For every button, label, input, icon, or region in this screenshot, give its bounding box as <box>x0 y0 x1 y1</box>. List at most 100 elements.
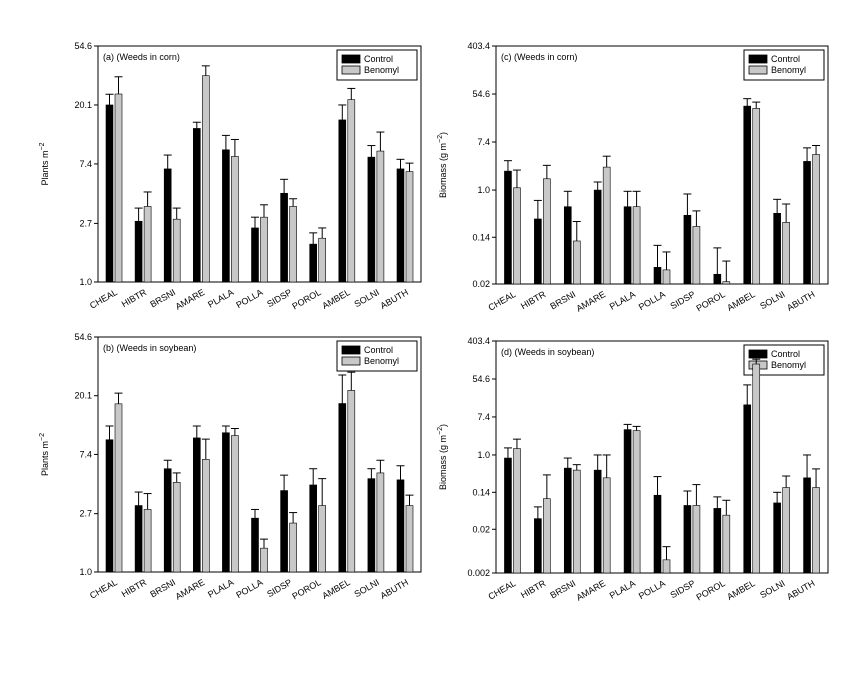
bar-control-solni <box>367 156 376 283</box>
category-label: CHEAL <box>486 578 517 602</box>
bar-benomyl-porol <box>722 514 731 574</box>
category-label: HIBTR <box>519 289 548 311</box>
bar-control-ambel <box>338 403 347 573</box>
bar-control-cheal <box>105 104 114 283</box>
bar-control-amare <box>193 437 201 573</box>
category-label: SOLNI <box>353 287 381 309</box>
category-label: PLALA <box>608 578 637 601</box>
bar-control-polla <box>251 227 259 283</box>
bar-benomyl-brsni <box>172 218 181 283</box>
y-tick-label: 403.4 <box>467 336 490 346</box>
y-tick-label: 7.4 <box>477 412 490 422</box>
category-label: ABUTH <box>379 577 410 601</box>
bar-benomyl-ambel <box>347 99 356 283</box>
category-label: ABUTH <box>785 578 816 602</box>
bar-control-sidsp <box>683 214 692 285</box>
legend-swatch-control <box>748 54 768 64</box>
category-label: CHEAL <box>88 577 119 601</box>
bar-control-ambel <box>338 119 347 283</box>
bar-benomyl-amare <box>202 75 210 283</box>
bar-control-hibtr <box>134 505 143 573</box>
legend-label-control: Control <box>364 345 393 355</box>
y-tick-label: 2.7 <box>79 509 92 519</box>
bar-benomyl-abuth <box>405 505 414 573</box>
category-label: SOLNI <box>353 577 381 599</box>
bar-control-ambel <box>743 105 752 285</box>
category-label: CHEAL <box>486 289 517 313</box>
category-label: BRSNI <box>548 289 577 311</box>
bar-control-sidsp <box>280 490 288 573</box>
category-label: SIDSP <box>265 287 293 309</box>
bar-control-abuth <box>803 161 811 285</box>
legend-swatch-benomyl <box>748 65 768 75</box>
bar-benomyl-polla <box>260 547 268 573</box>
bar-benomyl-sidsp <box>289 522 297 573</box>
legend-label-benomyl: Benomyl <box>771 65 806 75</box>
category-label: PLALA <box>206 287 235 310</box>
y-axis-title: Plants m−2 <box>39 142 50 185</box>
y-tick-label: 1.0 <box>79 277 92 287</box>
panel-title: (b) (Weeds in soybean) <box>103 343 196 353</box>
bar-control-polla <box>251 517 259 573</box>
panel-d: 0.002 0.02 0.14 1.0 7.4 54.6 403.4 Biomass (g m… <box>437 336 829 603</box>
y-tick-label: 0.002 <box>467 568 490 578</box>
bar-control-brsni <box>563 467 572 574</box>
bar-control-ambel <box>743 404 752 574</box>
category-label: BRSNI <box>548 578 577 600</box>
panel-title: (a) (Weeds in corn) <box>103 52 180 62</box>
bar-control-plala <box>222 432 230 573</box>
bar-control-sidsp <box>280 192 288 283</box>
category-label: AMBEL <box>320 287 351 311</box>
bar-benomyl-brsni <box>572 240 581 285</box>
category-label: AMBEL <box>320 577 351 601</box>
y-tick-label: 20.1 <box>74 100 92 110</box>
bar-benomyl-cheal <box>513 187 521 285</box>
category-label: SIDSP <box>265 577 293 599</box>
category-label: POROL <box>695 578 727 602</box>
bar-control-sidsp <box>683 505 692 574</box>
panel-b: 1.0 2.7 7.4 20.1 54.6 Plants m−2 (b) (Weeds in… <box>39 332 422 602</box>
bar-benomyl-abuth <box>812 154 820 285</box>
category-label: POLLA <box>637 578 667 601</box>
panel-a: 1.0 2.7 7.4 20.1 54.6 Plants m−2 (a) (Weeds in… <box>39 41 422 312</box>
category-label: AMBEL <box>725 578 756 602</box>
bar-benomyl-hibtr <box>543 178 551 285</box>
legend-label-control: Control <box>771 349 800 359</box>
category-label: POLLA <box>234 287 264 310</box>
bar-benomyl-solni <box>376 150 385 283</box>
panel-c: 0.02 0.14 1.0 7.4 54.6 403.4 Biomass (g m−2) (c… <box>437 41 829 314</box>
legend-swatch-benomyl <box>341 65 361 75</box>
bar-benomyl-porol <box>318 505 326 573</box>
bar-benomyl-polla <box>662 559 671 574</box>
bar-control-solni <box>773 212 781 285</box>
bar-control-solni <box>773 502 781 574</box>
bar-control-porol <box>309 484 317 573</box>
bar-control-hibtr <box>534 518 542 574</box>
y-axis-title: Plants m−2 <box>39 433 50 476</box>
y-tick-label: 54.6 <box>472 89 490 99</box>
y-tick-label: 403.4 <box>467 41 490 51</box>
category-label: ABUTH <box>379 287 410 311</box>
bar-benomyl-brsni <box>572 469 581 574</box>
y-tick-label: 0.14 <box>472 232 490 242</box>
y-tick-label: 54.6 <box>472 374 490 384</box>
bar-control-cheal <box>504 170 512 285</box>
bar-control-abuth <box>396 479 405 573</box>
bar-control-amare <box>193 128 201 283</box>
category-label: POROL <box>290 287 322 311</box>
bar-control-polla <box>653 267 662 285</box>
category-label: PLALA <box>206 577 235 600</box>
bar-benomyl-ambel <box>347 390 356 573</box>
bar-control-amare <box>593 469 602 574</box>
plot-frame <box>495 45 829 285</box>
category-label: POROL <box>695 289 727 313</box>
bar-benomyl-cheal <box>114 403 123 573</box>
y-axis-title: Biomass (g m−2) <box>437 424 448 490</box>
bar-control-amare <box>593 189 602 285</box>
bar-benomyl-hibtr <box>143 509 152 573</box>
bar-benomyl-cheal <box>513 448 521 574</box>
panel-title: (c) (Weeds in corn) <box>501 52 577 62</box>
bar-benomyl-amare <box>602 477 611 574</box>
legend-swatch-control <box>748 349 768 359</box>
